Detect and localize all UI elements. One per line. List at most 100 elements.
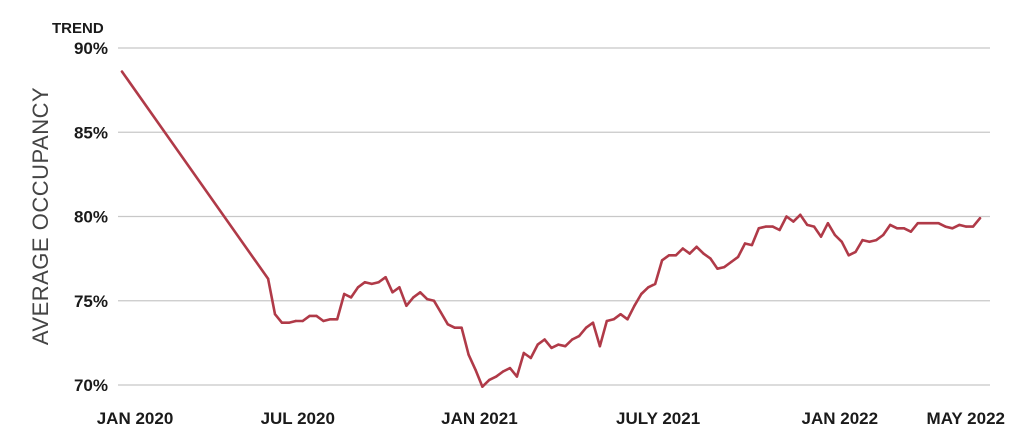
data-point — [349, 296, 353, 299]
data-point — [432, 299, 436, 302]
data-point — [419, 291, 422, 294]
data-point — [598, 345, 602, 348]
y-tick-label: 85% — [74, 123, 108, 142]
data-point — [736, 255, 740, 259]
x-tick-label: JAN 2022 — [802, 409, 879, 428]
data-point — [336, 318, 339, 321]
x-tick-label: JULY 2021 — [616, 409, 700, 428]
data-point — [343, 292, 346, 296]
y-tick-label: 70% — [74, 376, 108, 395]
data-point — [882, 233, 885, 237]
data-point — [889, 223, 892, 227]
data-point — [875, 238, 878, 242]
corner-label: TREND — [52, 20, 104, 37]
data-point — [750, 243, 754, 247]
data-point — [453, 326, 456, 329]
data-point — [833, 233, 837, 237]
data-point — [660, 259, 664, 262]
data-point — [944, 225, 947, 228]
data-point — [681, 247, 684, 250]
data-point — [819, 235, 823, 238]
data-point — [958, 223, 961, 227]
data-point — [716, 267, 719, 270]
data-point — [688, 252, 691, 255]
data-point — [965, 225, 968, 228]
data-point — [605, 319, 608, 323]
data-point — [446, 323, 449, 326]
data-point — [405, 304, 408, 307]
data-point — [785, 215, 788, 218]
data-point — [619, 313, 622, 316]
data-point — [398, 286, 401, 289]
series-line — [120, 70, 982, 389]
data-point — [806, 223, 809, 227]
data-point — [584, 326, 588, 329]
data-point — [647, 286, 650, 289]
data-point — [723, 265, 726, 269]
data-point — [951, 227, 954, 230]
data-point — [120, 70, 124, 73]
data-point — [536, 343, 539, 346]
data-point — [391, 291, 394, 294]
data-point — [557, 343, 560, 346]
data-point — [425, 297, 429, 301]
data-point — [978, 217, 982, 220]
data-point — [273, 313, 277, 316]
data-point — [971, 225, 975, 228]
data-point — [633, 304, 636, 307]
data-point — [868, 240, 871, 243]
data-point — [612, 318, 615, 321]
data-point — [764, 225, 767, 228]
data-point — [909, 230, 913, 233]
y-axis-label: AVERAGE OCCUPANCY — [28, 87, 53, 345]
x-tick-labels: JAN 2020 JUL 2020 JAN 2021 JULY 2021 JAN 202… — [97, 409, 1005, 428]
data-point — [640, 292, 643, 296]
y-tick-label: 90% — [74, 39, 108, 58]
data-point — [674, 254, 678, 257]
data-point — [370, 282, 373, 286]
data-point — [377, 281, 380, 284]
gridlines — [118, 47, 990, 386]
x-tick-label: MAY 2022 — [927, 409, 1005, 428]
data-point — [826, 222, 830, 225]
x-tick-label: JAN 2021 — [441, 409, 518, 428]
data-point — [564, 345, 567, 348]
data-point — [757, 227, 760, 230]
data-point — [743, 242, 747, 245]
data-point — [730, 260, 733, 264]
data-point — [508, 366, 512, 370]
data-point — [356, 286, 360, 289]
data-point — [550, 346, 553, 350]
data-point — [301, 319, 304, 323]
y-tick-label: 80% — [74, 208, 108, 227]
data-point — [854, 250, 857, 254]
data-point — [702, 252, 705, 255]
data-point — [363, 281, 367, 284]
data-point — [709, 257, 712, 260]
data-point — [667, 254, 671, 257]
data-point — [294, 319, 297, 323]
data-point — [923, 222, 926, 225]
data-point — [529, 356, 532, 360]
data-point — [474, 368, 477, 371]
data-point — [937, 222, 940, 225]
data-point — [308, 314, 311, 318]
data-point — [439, 311, 443, 314]
data-point — [467, 353, 470, 356]
data-point — [571, 338, 574, 341]
data-point — [522, 351, 525, 355]
x-tick-label: JAN 2020 — [97, 409, 174, 428]
data-point — [916, 222, 919, 225]
x-tick-label: JUL 2020 — [261, 409, 335, 428]
data-point — [792, 220, 795, 223]
data-point — [501, 370, 505, 373]
data-point — [488, 378, 491, 382]
data-point — [287, 321, 291, 324]
data-point — [412, 296, 415, 299]
data-point — [778, 228, 781, 232]
data-point — [654, 282, 657, 286]
data-point — [626, 318, 629, 321]
data-point — [895, 227, 899, 230]
y-tick-label: 75% — [74, 292, 108, 311]
data-point — [543, 338, 546, 341]
